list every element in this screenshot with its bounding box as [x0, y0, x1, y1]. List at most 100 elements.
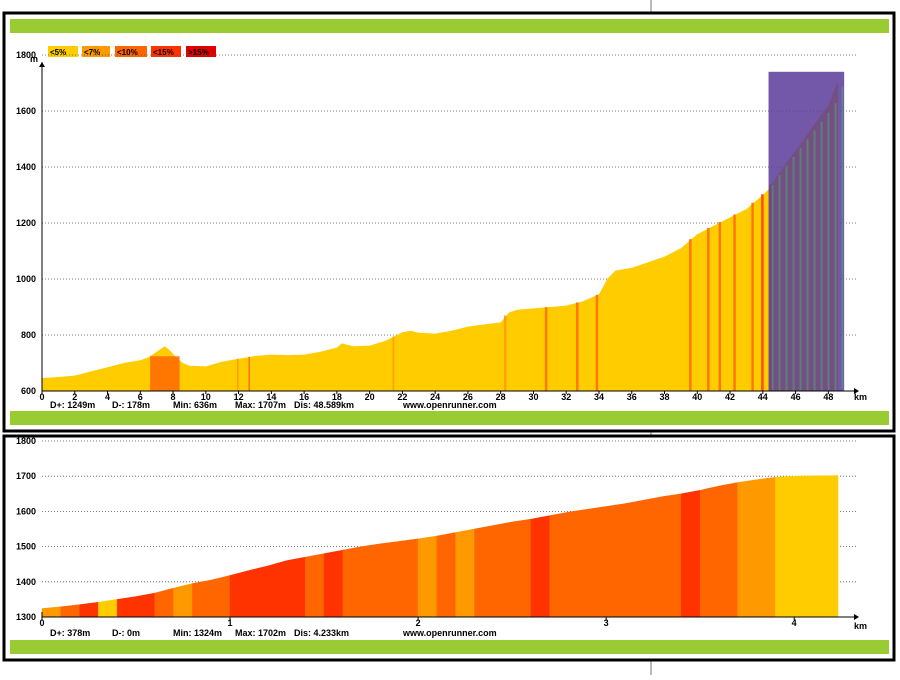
bottom-y-tick-labels: 1300 1400 1500 1600 1700 1800	[16, 436, 36, 622]
legend-label-below5: <5%	[50, 48, 66, 57]
slope-segment	[699, 482, 739, 618]
selection-rectangle[interactable]	[768, 71, 845, 392]
top-site-link[interactable]: www.openrunner.com	[402, 400, 497, 410]
x-tick-label: 20	[365, 392, 375, 402]
slope-segment	[60, 604, 80, 618]
selection-stripe	[806, 139, 809, 391]
y-tick-label: 1300	[16, 612, 36, 622]
bottom-stat-max: Max: 1702m	[235, 628, 286, 638]
top-axes	[39, 62, 859, 394]
slope-band	[718, 222, 722, 391]
x-tick-label: 16	[299, 392, 309, 402]
x-tick-label: 14	[266, 392, 276, 402]
x-tick-label: 8	[171, 392, 176, 402]
legend-swatch-below10	[115, 46, 147, 57]
top-y-unit: m	[30, 54, 38, 64]
x-tick-label: 22	[397, 392, 407, 402]
slope-band	[236, 358, 239, 391]
bottom-panel: 0 1 2 3 4 1300 1400 1500 1600 1700 1800 km D+: 37…	[2, 434, 896, 662]
legend-swatch-below5	[48, 46, 78, 57]
y-tick-label: 1000	[16, 274, 36, 284]
slope-segment	[154, 587, 174, 618]
legend-label-above15: >15%	[188, 48, 209, 57]
slope-band	[248, 356, 251, 391]
slope-band	[707, 227, 710, 391]
slope-band	[751, 202, 754, 391]
x-tick-label: 12	[234, 392, 244, 402]
bottom-stat-dminus: D-: 0m	[112, 628, 140, 638]
top-stat-max: Max: 1707m	[235, 400, 286, 410]
top-gridlines	[42, 54, 858, 336]
slope-band	[761, 194, 764, 391]
bottom-site-link[interactable]: www.openrunner.com	[402, 628, 497, 638]
x-tick-label: 48	[823, 392, 833, 402]
bottom-axes	[41, 612, 859, 620]
legend-label-below7: <7%	[84, 48, 100, 57]
selection-stripe	[834, 102, 837, 391]
x-tick-label: 4	[792, 618, 797, 628]
slope-segment	[549, 493, 682, 618]
selection-stripe	[813, 130, 816, 391]
top-y-tick-labels: 600 800 1000 1200 1400 1600 1800	[16, 50, 36, 396]
bottom-stat-dplus: D+: 378m	[50, 628, 90, 638]
y-tick-label: 1400	[16, 162, 36, 172]
slope-segment	[417, 535, 438, 618]
top-elevation-area	[42, 81, 838, 391]
x-tick-label: 32	[561, 392, 571, 402]
x-tick-label: 0	[39, 392, 44, 402]
x-tick-label: 6	[138, 392, 143, 402]
slope-band	[150, 356, 180, 391]
bottom-stat-dist: Dis: 4.233km	[294, 628, 349, 638]
slope-band	[503, 315, 507, 391]
x-tick-label: 4	[105, 392, 110, 402]
bottom-x-tick-labels: 0 1 2 3 4	[39, 617, 797, 628]
slope-legend: <5% <7% <10% <15% >15%	[48, 46, 216, 57]
slope-segment	[342, 538, 419, 618]
bottom-elevation-area	[41, 475, 839, 618]
bottom-x-unit: km	[854, 621, 867, 631]
slope-band	[595, 294, 599, 391]
x-tick-label: 18	[332, 392, 342, 402]
selection-stripe	[820, 121, 823, 391]
selection-stripe	[785, 165, 788, 391]
bottom-green-bar	[10, 640, 889, 654]
x-tick-label: 36	[627, 392, 637, 402]
x-tick-label: 3	[604, 618, 609, 628]
y-tick-label: 1700	[16, 471, 36, 481]
x-tick-label: 28	[496, 392, 506, 402]
legend-label-below10: <10%	[117, 48, 138, 57]
elevation-fill	[42, 81, 838, 391]
slope-segment	[305, 553, 325, 618]
slope-segment	[530, 515, 550, 618]
slope-band	[544, 307, 548, 391]
top-stats: D+: 1249m D-: 178m Min: 636m Max: 1707m …	[50, 400, 497, 410]
legend-swatch-below15	[151, 46, 181, 57]
x-tick-label: 40	[692, 392, 702, 402]
slope-segment	[98, 599, 118, 618]
legend-swatch-above15	[186, 46, 216, 57]
y-tick-label: 1200	[16, 218, 36, 228]
selection-stripe	[778, 174, 781, 391]
slope-segment	[455, 528, 475, 618]
top-stat-dist: Dis: 48.589km	[294, 400, 354, 410]
x-tick-label: 46	[791, 392, 801, 402]
slope-segment	[323, 549, 344, 618]
y-tick-label: 1600	[16, 106, 36, 116]
top-green-bar	[10, 19, 889, 33]
bottom-stats: D+: 378m D-: 0m Min: 1324m Max: 1702m Di…	[50, 628, 497, 638]
top-selection-overlay[interactable]	[768, 71, 845, 392]
y-tick-label: 1400	[16, 577, 36, 587]
x-tick-label: 10	[201, 392, 211, 402]
y-tick-label: 800	[21, 330, 36, 340]
slope-segment	[737, 476, 776, 618]
top-panel: <5% <7% <10% <15% >15% m 0 2 4 6 8 10 12 14 16 18…	[2, 11, 896, 433]
top-stat-dminus: D-: 178m	[112, 400, 150, 410]
y-tick-label: 600	[21, 386, 36, 396]
x-axis-arrow	[854, 614, 859, 620]
slope-segment	[173, 583, 193, 618]
x-tick-label: 24	[430, 392, 440, 402]
x-tick-label: 30	[528, 392, 538, 402]
top-x-unit: km	[854, 392, 867, 402]
y-tick-label: 1800	[16, 50, 36, 60]
